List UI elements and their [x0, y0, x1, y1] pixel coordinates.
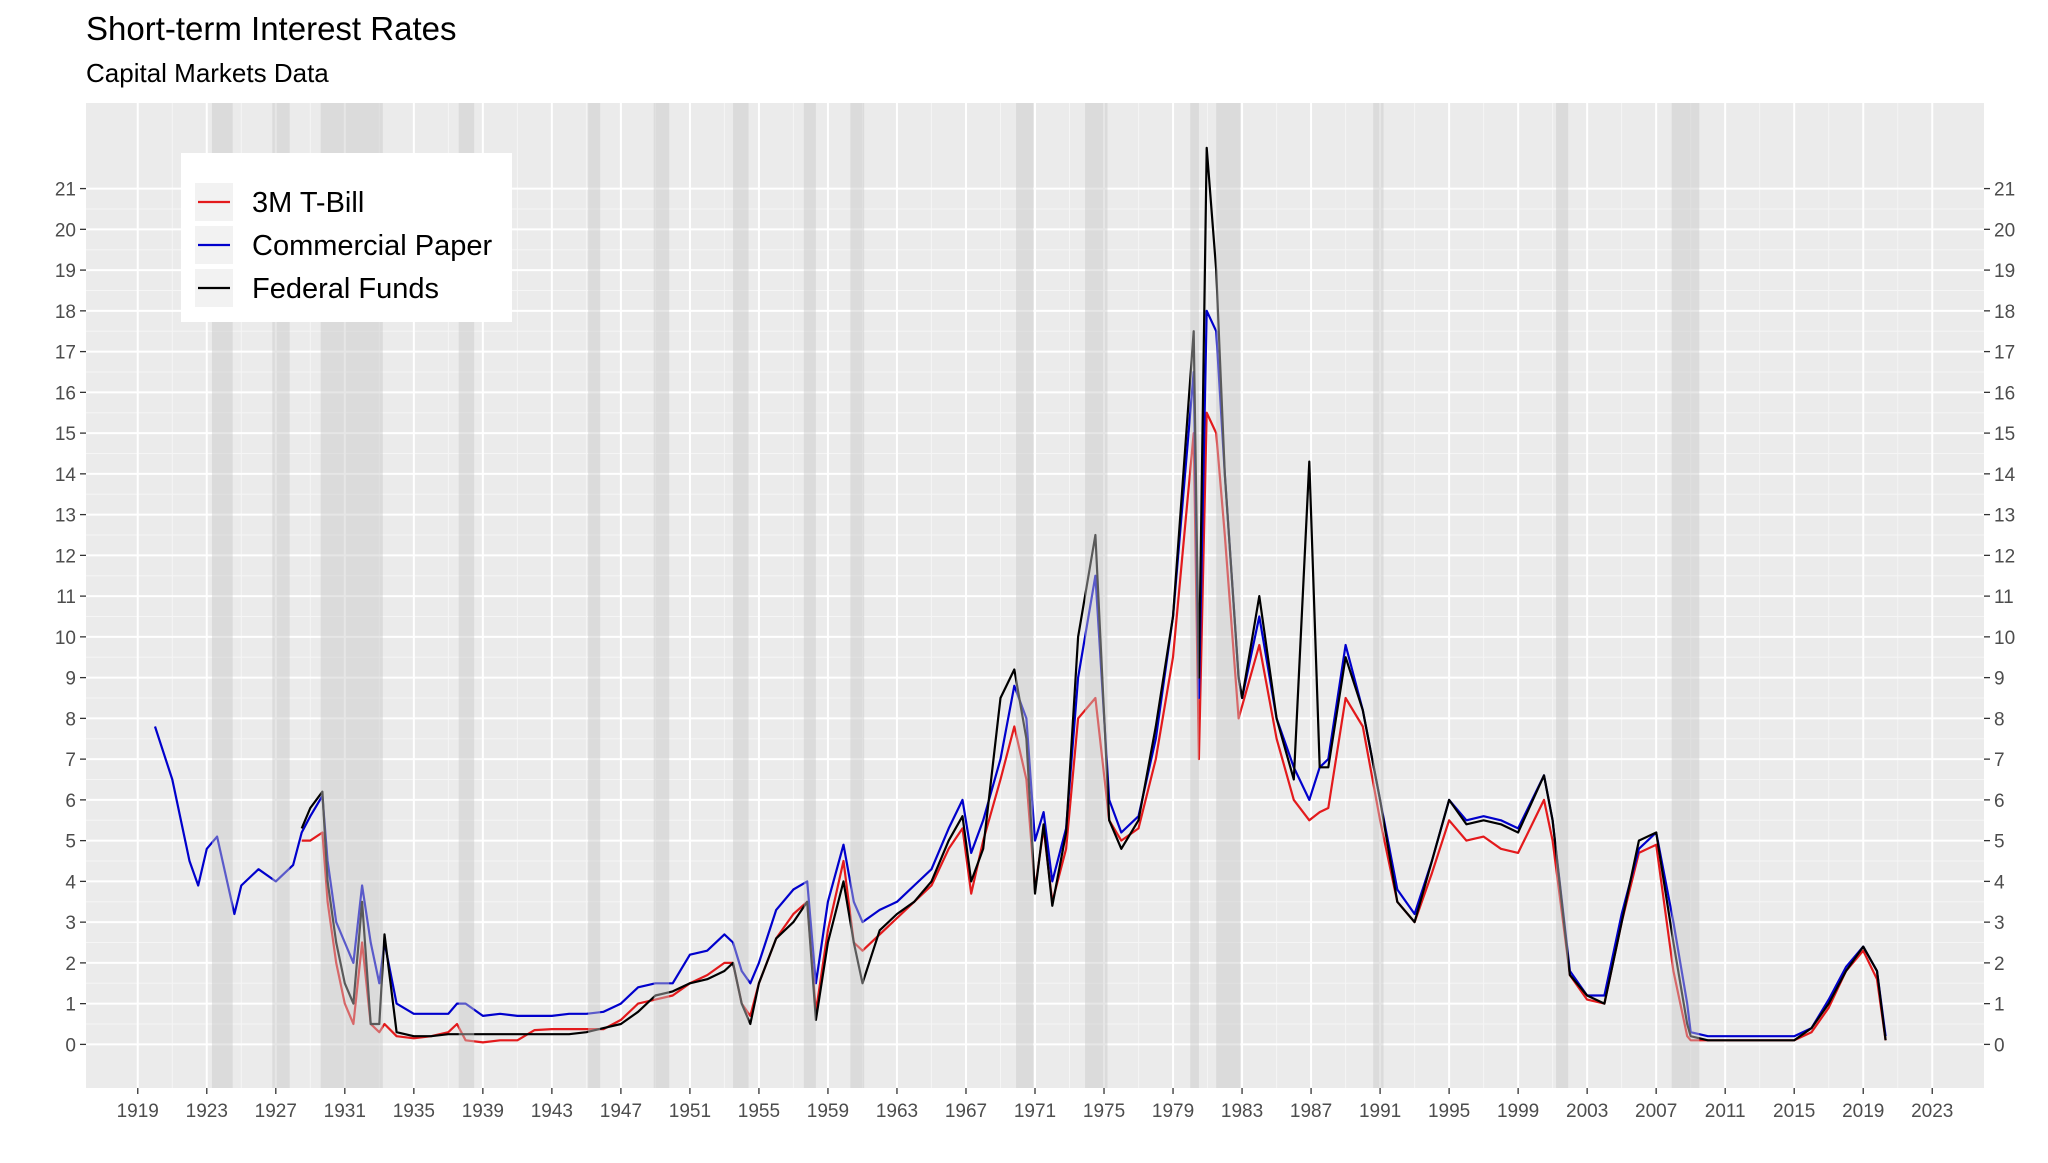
y-tick-label: 11 [56, 587, 76, 608]
y-tick-label-right: 8 [1994, 709, 2005, 730]
x-tick-label: 1919 [117, 1101, 159, 1122]
x-tick-label: 1931 [324, 1101, 366, 1122]
y-tick-label: 7 [65, 750, 76, 771]
x-tick-label: 1975 [1083, 1101, 1125, 1122]
x-tick-label: 1987 [1290, 1101, 1332, 1122]
y-tick-label-right: 21 [1994, 180, 2015, 201]
x-tick-label: 1939 [462, 1101, 504, 1122]
x-tick-label: 1979 [1152, 1101, 1194, 1122]
y-tick-label-right: 18 [1994, 302, 2015, 323]
y-tick-label-right: 6 [1994, 791, 2005, 812]
x-tick-label: 1967 [945, 1101, 987, 1122]
recession-band [1216, 103, 1241, 1088]
recession-band [803, 103, 816, 1088]
legend-label: Commercial Paper [252, 230, 492, 262]
x-tick-label: 1955 [738, 1101, 780, 1122]
x-tick-label: 1983 [1221, 1101, 1263, 1122]
x-tick-label: 1947 [600, 1101, 642, 1122]
y-tick-label-right: 7 [1994, 750, 2005, 771]
y-tick-label: 0 [65, 1035, 76, 1056]
recession-band [1556, 103, 1569, 1088]
x-tick-label: 2007 [1635, 1101, 1677, 1122]
y-tick-label: 10 [55, 628, 76, 649]
y-tick-label-right: 17 [1994, 343, 2015, 364]
legend-box [181, 153, 512, 322]
y-tick-label: 6 [65, 791, 76, 812]
x-tick-label: 2019 [1842, 1101, 1884, 1122]
recession-band [458, 103, 475, 1088]
y-tick-label: 8 [65, 709, 76, 730]
series-line [300, 146, 1887, 1042]
legend-label: Federal Funds [252, 273, 439, 305]
recession-band [211, 103, 233, 1088]
x-tick-label: 1951 [669, 1101, 711, 1122]
y-tick-label-right: 10 [1994, 628, 2015, 649]
y-tick-label: 5 [65, 832, 76, 853]
recession-band [1373, 103, 1384, 1088]
x-tick-label: 1935 [393, 1101, 435, 1122]
legend-label: 3M T-Bill [252, 187, 364, 219]
y-tick-label-right: 12 [1994, 546, 2015, 567]
x-tick-label: 1923 [186, 1101, 228, 1122]
recession-band [588, 103, 601, 1088]
chart-subtitle: Capital Markets Data [86, 58, 329, 88]
y-tick-label: 21 [55, 180, 76, 201]
y-tick-label-right: 14 [1994, 465, 2016, 486]
y-tick-label-right: 0 [1994, 1035, 2005, 1056]
y-tick-label: 16 [55, 383, 76, 404]
y-tick-label-right: 20 [1994, 220, 2015, 241]
x-tick-label: 2011 [1705, 1101, 1746, 1122]
chart-title: Short-term Interest Rates [86, 10, 456, 47]
y-tick-label: 3 [65, 913, 76, 934]
y-tick-label: 17 [55, 343, 76, 364]
x-tick-label: 1999 [1497, 1101, 1539, 1122]
recession-band [653, 103, 670, 1088]
y-tick-label-right: 2 [1994, 954, 2005, 975]
y-tick-label: 15 [55, 424, 76, 445]
recession-band [272, 103, 290, 1088]
x-tick-label: 1959 [807, 1101, 849, 1122]
y-tick-label: 14 [55, 465, 77, 486]
recession-band [733, 103, 749, 1088]
y-tick-label: 2 [65, 954, 76, 975]
y-tick-label-right: 3 [1994, 913, 2005, 934]
y-tick-label-right: 5 [1994, 832, 2005, 853]
x-tick-label: 1995 [1428, 1101, 1470, 1122]
y-tick-label-right: 4 [1994, 872, 2005, 893]
y-tick-label-right: 13 [1994, 506, 2015, 527]
y-tick-label-right: 15 [1994, 424, 2015, 445]
y-tick-label-right: 9 [1994, 669, 2005, 690]
y-tick-label: 18 [55, 302, 76, 323]
recession-band [850, 103, 865, 1088]
y-tick-label: 9 [65, 669, 76, 690]
y-tick-label: 20 [55, 220, 76, 241]
recession-band [1190, 103, 1199, 1088]
x-tick-label: 1943 [531, 1101, 573, 1122]
x-tick-label: 2015 [1773, 1101, 1815, 1122]
y-tick-label: 1 [65, 995, 76, 1016]
y-tick-label: 12 [55, 546, 76, 567]
y-tick-label: 19 [55, 261, 76, 282]
x-tick-label: 2003 [1566, 1101, 1608, 1122]
y-tick-label: 4 [65, 872, 76, 893]
recession-band [1016, 103, 1034, 1088]
y-tick-label-right: 1 [1994, 995, 2005, 1016]
x-tick-label: 2023 [1911, 1101, 1953, 1122]
recession-band [1671, 103, 1700, 1088]
y-tick-label: 13 [55, 506, 76, 527]
x-tick-label: 1927 [255, 1101, 297, 1122]
y-tick-label-right: 16 [1994, 383, 2015, 404]
x-tick-label: 1971 [1014, 1101, 1056, 1122]
x-tick-label: 1991 [1359, 1101, 1401, 1122]
y-tick-label-right: 19 [1994, 261, 2015, 282]
x-tick-label: 1963 [876, 1101, 918, 1122]
y-tick-label-right: 11 [1994, 587, 2014, 608]
recession-band [1085, 103, 1108, 1088]
